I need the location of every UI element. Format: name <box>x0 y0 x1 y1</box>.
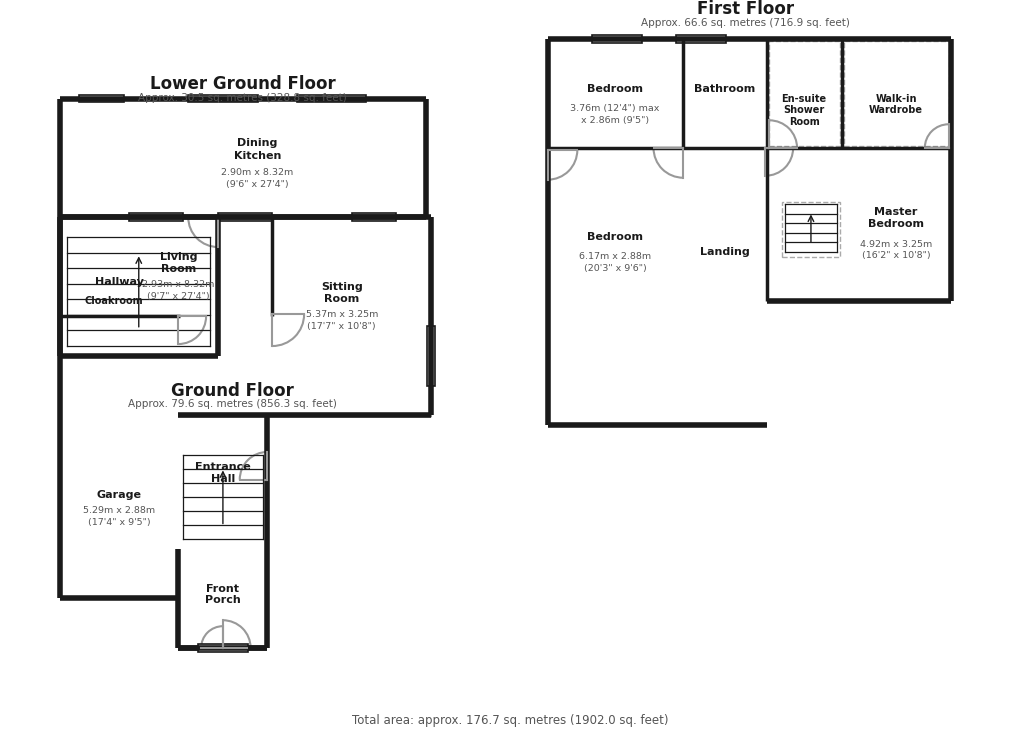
Text: Cloakroom: Cloakroom <box>85 297 144 306</box>
Bar <box>676 35 726 43</box>
Text: Dining: Dining <box>237 138 277 148</box>
Bar <box>297 94 366 102</box>
Text: Room: Room <box>324 294 359 303</box>
Bar <box>218 214 272 221</box>
Text: First Floor: First Floor <box>696 1 794 19</box>
Text: Total area: approx. 176.7 sq. metres (1902.0 sq. feet): Total area: approx. 176.7 sq. metres (19… <box>352 714 667 726</box>
Text: (17'7" x 10'8"): (17'7" x 10'8") <box>307 322 376 331</box>
Text: (9'6" x 27'4"): (9'6" x 27'4") <box>226 180 288 189</box>
Text: Bedroom: Bedroom <box>586 84 642 93</box>
Text: Entrance: Entrance <box>195 462 251 472</box>
Bar <box>198 644 248 652</box>
Text: Living: Living <box>159 252 197 262</box>
Text: Sitting: Sitting <box>321 282 362 292</box>
Text: Room: Room <box>788 117 818 128</box>
Bar <box>79 94 123 102</box>
Text: Approx. 79.6 sq. metres (856.3 sq. feet): Approx. 79.6 sq. metres (856.3 sq. feet) <box>128 399 337 410</box>
Text: Shower: Shower <box>783 105 823 116</box>
Text: Room: Room <box>161 264 196 274</box>
Text: Wardrobe: Wardrobe <box>868 105 922 116</box>
Text: Garage: Garage <box>97 490 142 499</box>
Text: (20'3" x 9'6"): (20'3" x 9'6") <box>583 264 646 273</box>
Text: Porch: Porch <box>205 595 240 605</box>
Text: Bedroom: Bedroom <box>586 232 642 242</box>
Text: 6.17m x 2.88m: 6.17m x 2.88m <box>579 252 650 261</box>
Text: 4.92m x 3.25m: 4.92m x 3.25m <box>859 240 931 249</box>
Text: Landing: Landing <box>699 247 749 257</box>
Text: 2.93m x 8.32m: 2.93m x 8.32m <box>142 280 214 289</box>
Bar <box>352 214 395 221</box>
Bar <box>128 214 183 221</box>
Text: 5.37m x 3.25m: 5.37m x 3.25m <box>306 310 377 319</box>
Text: (17'4" x 9'5"): (17'4" x 9'5") <box>88 518 150 527</box>
Text: (16'2" x 10'8"): (16'2" x 10'8") <box>861 252 929 260</box>
Text: Hall: Hall <box>211 473 234 484</box>
Text: Master: Master <box>873 207 917 217</box>
Text: Hallway: Hallway <box>95 277 144 286</box>
Text: 2.90m x 8.32m: 2.90m x 8.32m <box>221 168 293 177</box>
Text: Kitchen: Kitchen <box>233 151 281 161</box>
Bar <box>782 203 839 257</box>
Text: Lower Ground Floor: Lower Ground Floor <box>150 75 335 93</box>
Bar <box>189 94 258 102</box>
Text: x 2.86m (9'5"): x 2.86m (9'5") <box>580 116 648 125</box>
Text: Approx. 30.5 sq. metres (328.8 sq. feet): Approx. 30.5 sq. metres (328.8 sq. feet) <box>139 93 346 102</box>
Text: 5.29m x 2.88m: 5.29m x 2.88m <box>83 506 155 515</box>
Bar <box>592 35 641 43</box>
Text: En-suite: En-suite <box>781 93 825 104</box>
Text: (9'7" x 27'4"): (9'7" x 27'4") <box>147 292 210 301</box>
Text: Bedroom: Bedroom <box>867 219 923 229</box>
Bar <box>843 41 948 146</box>
Text: Walk-in: Walk-in <box>874 93 916 104</box>
Text: Front: Front <box>206 583 239 594</box>
Text: Approx. 66.6 sq. metres (716.9 sq. feet): Approx. 66.6 sq. metres (716.9 sq. feet) <box>641 19 849 28</box>
Text: Ground Floor: Ground Floor <box>171 381 293 400</box>
Bar <box>426 326 434 386</box>
Text: Bathroom: Bathroom <box>694 84 755 93</box>
Bar <box>768 41 839 146</box>
Text: 3.76m (12'4") max: 3.76m (12'4") max <box>570 104 659 113</box>
